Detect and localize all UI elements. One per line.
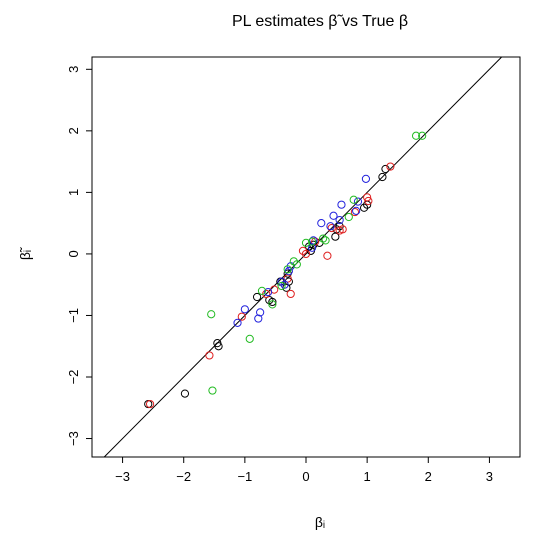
data-point	[338, 225, 347, 234]
data-point	[363, 193, 372, 202]
data-point	[257, 286, 267, 295]
data-point	[268, 297, 277, 307]
data-point	[350, 207, 360, 217]
y-tick-label: 1	[66, 189, 81, 196]
data-point	[207, 310, 216, 319]
data-point	[145, 399, 155, 409]
x-tick-label: 2	[425, 469, 432, 484]
data-point	[237, 312, 246, 321]
data-point	[308, 237, 317, 246]
x-axis-title: βᵢ	[315, 514, 325, 530]
y-tick-label: 2	[66, 127, 81, 134]
data-point	[233, 318, 242, 327]
identity-line	[103, 56, 503, 458]
data-point	[326, 222, 335, 231]
data-point	[386, 162, 395, 171]
data-point	[411, 131, 421, 140]
x-tick-label: 0	[302, 469, 309, 484]
x-tick-label: −3	[115, 469, 130, 484]
x-axis: −3 −2 −1 0 1 2 3	[115, 457, 493, 484]
data-point	[364, 196, 373, 206]
data-point	[301, 238, 311, 247]
data-point	[317, 219, 326, 228]
y-axis: −3 −2 −1 0 1 2 3	[66, 66, 92, 446]
plot-frame	[91, 56, 521, 458]
x-tick-label: −2	[176, 469, 191, 484]
data-point	[283, 265, 292, 274]
x-tick-label: −1	[237, 469, 252, 484]
x-tick-label: 1	[364, 469, 371, 484]
data-point	[323, 251, 332, 260]
data-point	[245, 334, 254, 343]
data-point	[205, 351, 214, 360]
data-point	[321, 236, 330, 245]
data-point	[353, 197, 363, 206]
data-point	[349, 195, 358, 204]
data-point	[252, 292, 262, 302]
data-point	[286, 289, 295, 299]
data-point	[208, 386, 217, 395]
x-tick-label: 3	[486, 469, 493, 484]
data-point	[292, 260, 301, 269]
reference-line-layer	[103, 56, 503, 458]
data-points-layer	[144, 131, 427, 409]
data-point	[263, 287, 273, 297]
data-point	[284, 267, 293, 276]
data-point	[309, 236, 318, 245]
data-point	[327, 223, 336, 233]
data-point	[240, 305, 249, 314]
data-point	[361, 174, 371, 183]
y-tick-label: 3	[66, 66, 81, 73]
y-tick-label: −1	[66, 308, 81, 323]
data-point	[254, 314, 263, 323]
data-point	[344, 212, 353, 222]
y-tick-label: 0	[66, 250, 81, 257]
data-point	[277, 281, 286, 291]
y-tick-label: −2	[66, 370, 81, 385]
y-axis-title: β̃ᵢ	[17, 247, 33, 260]
data-point	[319, 234, 328, 243]
data-point	[180, 389, 190, 398]
data-point	[256, 308, 265, 317]
chart-title: PL estimates β̃ vs True β	[232, 13, 408, 30]
data-point	[337, 200, 346, 209]
data-point	[329, 211, 338, 220]
y-tick-label: −3	[66, 431, 81, 446]
data-point	[214, 342, 223, 351]
data-point	[335, 215, 344, 225]
data-point	[268, 300, 277, 309]
data-point	[352, 206, 361, 215]
data-point	[378, 172, 387, 182]
data-point	[301, 249, 311, 259]
data-point	[381, 164, 390, 174]
data-point	[418, 131, 427, 140]
